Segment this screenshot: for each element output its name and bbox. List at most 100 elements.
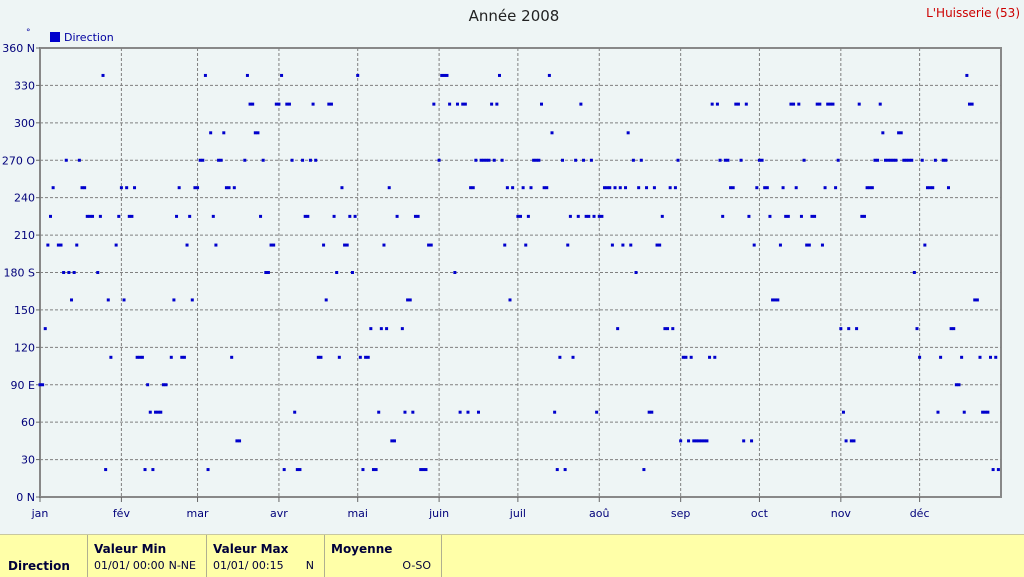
x-tick-label: nov xyxy=(831,507,852,520)
data-point xyxy=(332,214,336,218)
data-point xyxy=(639,158,643,162)
data-point xyxy=(182,355,186,359)
stats-max-direction: N xyxy=(305,559,314,572)
data-point xyxy=(553,410,557,414)
data-point xyxy=(209,131,213,135)
data-point xyxy=(503,243,507,247)
data-point xyxy=(180,355,184,359)
data-point xyxy=(461,102,465,106)
stats-avg-cell: Moyenne O-SO xyxy=(325,535,442,577)
data-point xyxy=(915,327,919,331)
data-point xyxy=(259,214,263,218)
data-point xyxy=(658,243,662,247)
data-point xyxy=(311,102,315,106)
data-point xyxy=(592,214,596,218)
data-point xyxy=(860,214,864,218)
data-point xyxy=(923,243,927,247)
x-tick-label: avr xyxy=(270,507,288,520)
data-point xyxy=(568,214,572,218)
x-tick-label: juil xyxy=(509,507,526,520)
data-point xyxy=(734,102,738,106)
data-point xyxy=(70,298,74,302)
y-tick-label: 330 xyxy=(14,79,35,92)
data-point xyxy=(715,102,719,106)
data-point xyxy=(873,158,877,162)
data-point xyxy=(862,214,866,218)
data-point xyxy=(918,355,922,359)
data-point xyxy=(75,243,79,247)
data-point xyxy=(584,214,588,218)
data-point xyxy=(529,186,533,190)
data-point xyxy=(949,327,953,331)
data-point xyxy=(392,439,396,443)
data-point xyxy=(763,186,767,190)
data-point xyxy=(652,186,656,190)
data-point xyxy=(340,186,344,190)
x-tick-label: juin xyxy=(428,507,449,520)
stats-min-header: Valeur Min xyxy=(94,542,167,556)
data-point xyxy=(605,186,609,190)
data-point xyxy=(379,327,383,331)
data-point xyxy=(324,298,328,302)
data-point xyxy=(395,214,399,218)
data-point xyxy=(38,383,42,387)
legend-swatch xyxy=(50,32,60,42)
data-point xyxy=(687,439,691,443)
y-tick-label: 180 S xyxy=(4,267,35,280)
data-point xyxy=(789,102,793,106)
data-point xyxy=(831,102,835,106)
data-point xyxy=(944,158,948,162)
data-point xyxy=(891,158,895,162)
data-point xyxy=(621,243,625,247)
data-point xyxy=(534,158,538,162)
data-point xyxy=(925,186,929,190)
data-point xyxy=(143,468,147,472)
data-point xyxy=(750,439,754,443)
data-point xyxy=(561,158,565,162)
data-point xyxy=(960,355,964,359)
data-point xyxy=(642,468,646,472)
stats-min-direction: N-NE xyxy=(168,559,196,572)
data-point xyxy=(219,158,223,162)
y-tick-label: 0 N xyxy=(16,491,35,504)
data-point xyxy=(151,468,155,472)
data-point xyxy=(96,271,100,274)
data-point xyxy=(67,271,71,274)
data-point xyxy=(64,158,68,162)
data-point xyxy=(269,243,273,247)
data-point xyxy=(497,73,501,77)
data-point xyxy=(203,73,207,77)
data-point xyxy=(994,355,998,359)
data-point xyxy=(563,468,567,472)
data-point xyxy=(792,102,796,106)
data-point xyxy=(193,186,197,190)
data-point xyxy=(755,186,759,190)
data-point xyxy=(164,383,168,387)
data-point xyxy=(201,158,205,162)
data-point xyxy=(855,327,859,331)
data-point xyxy=(322,243,326,247)
data-point xyxy=(316,355,320,359)
data-point xyxy=(264,271,268,274)
data-point xyxy=(608,186,612,190)
data-point xyxy=(881,131,885,135)
data-point xyxy=(526,214,530,218)
data-point xyxy=(156,410,160,414)
data-point xyxy=(797,102,801,106)
data-point xyxy=(148,410,152,414)
data-point xyxy=(133,186,137,190)
data-point xyxy=(626,131,630,135)
data-point xyxy=(424,468,428,472)
data-point xyxy=(390,439,394,443)
data-point xyxy=(684,355,688,359)
data-point xyxy=(479,158,483,162)
data-point xyxy=(760,158,764,162)
y-tick-label: 240 xyxy=(14,192,35,205)
data-point xyxy=(154,410,158,414)
data-point xyxy=(453,271,457,274)
data-point xyxy=(939,355,943,359)
data-point xyxy=(421,468,425,472)
data-point xyxy=(306,214,310,218)
data-point xyxy=(274,102,278,106)
data-point xyxy=(43,327,47,331)
